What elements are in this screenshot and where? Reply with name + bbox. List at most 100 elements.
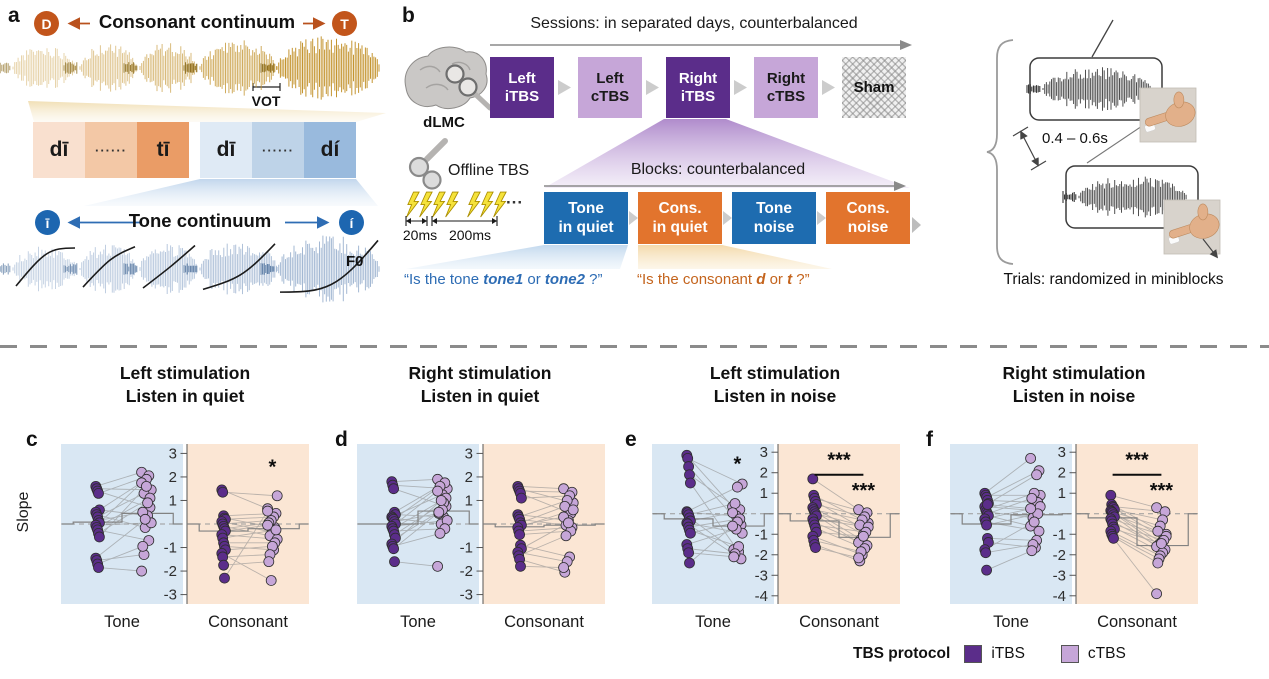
y-tick-label: -2 [1053, 547, 1066, 564]
isi-measure-arrow [1012, 126, 1047, 171]
blocks-arrow [544, 181, 906, 191]
vot-label: VOT [251, 93, 281, 109]
ctbs-dots [1025, 452, 1046, 557]
ctbs-dots [262, 490, 283, 586]
tone-waveform [0, 246, 77, 292]
session-box-label-line1: Left [596, 69, 624, 87]
y-tick-label: -1 [1053, 526, 1066, 543]
y-tick-label: 1 [760, 485, 768, 502]
question-or: or [523, 271, 545, 288]
y-tick-label: 2 [1058, 465, 1066, 482]
trial-timeline-end-arrow [1202, 238, 1219, 259]
f0-contour [279, 239, 379, 293]
consonant-waveform [260, 36, 380, 100]
panel-a-label: a [8, 4, 20, 27]
plot-title-line2: Listen in noise [1012, 386, 1136, 406]
lightning-bolt-icon [493, 191, 507, 218]
plot-title-line1: Right stimulation [1002, 363, 1146, 383]
syllable-box: tī [137, 122, 189, 178]
tone-waveform [183, 243, 277, 295]
tms-coil-icon [445, 64, 493, 111]
dlmc-label: dLMC [423, 114, 465, 131]
f0-contour [142, 244, 196, 289]
tone-task-question: “Is the tone tone1 or tone2 ?” [404, 271, 602, 288]
y-tick-label: 2 [465, 469, 473, 486]
y-tick-label: 3 [465, 445, 473, 462]
plot-c-title: Left stimulation Listen in quiet [51, 362, 319, 408]
block-box-consonant-noise: Cons. noise [826, 192, 910, 244]
consonant-task-question: “Is the consonant d or t ?” [637, 271, 810, 288]
f0-contour [82, 246, 136, 288]
syllable-box: dí [304, 122, 356, 178]
session-box-label-line1: Sham [853, 78, 895, 96]
x-label-tone: Tone [695, 613, 731, 631]
legend-swatch-ctbs [1060, 645, 1079, 663]
bolt-ellipsis: ··· [506, 193, 523, 212]
question-prefix: “Is the consonant [637, 271, 757, 288]
consonant-endpoint-d-badge: D [34, 11, 59, 36]
significance-stars: *** [1125, 449, 1149, 471]
syllable-box: dī [200, 122, 252, 178]
mean-step-line [358, 510, 478, 525]
itbs-dots [386, 476, 401, 568]
session-box-label-line1: Right [766, 69, 806, 87]
question-suffix: ?” [792, 271, 810, 288]
panel-d-label: d [335, 428, 348, 451]
trials-brace [986, 39, 1014, 265]
y-tick-label: -4 [755, 588, 768, 605]
y-tick-label: 2 [169, 469, 177, 486]
offline-coil-icon [408, 138, 448, 190]
y-tick-label: 2 [760, 465, 768, 482]
syllable-box-dots: ······ [252, 122, 304, 178]
plot-e: * ******321-1-2-3-4 [652, 444, 900, 605]
lightning-bolt-icon [480, 191, 494, 218]
legend-label-ctbs: cTBS [1087, 645, 1126, 662]
session-box-label-line2: cTBS [766, 87, 806, 105]
session-box-left-ctbs: Left cTBS [578, 57, 642, 118]
blocks-to-trials-chevron [912, 217, 921, 233]
y-tick-label: -4 [1053, 588, 1066, 605]
block-label-line2: in quiet [652, 219, 708, 236]
session-box-left-itbs: Left iTBS [490, 57, 554, 118]
x-label-tone: Tone [993, 613, 1029, 631]
ctbs-dots [853, 504, 874, 567]
tbs-to-blocks-funnel [544, 119, 910, 188]
lightning-bolt-icon [432, 191, 446, 218]
mean-step-line [779, 513, 899, 538]
y-tick-label: 3 [760, 444, 768, 461]
mean-step-line [62, 512, 182, 525]
y-axis-label: Slope [15, 491, 32, 533]
pair-lines [686, 454, 743, 564]
block-box-tone-quiet: Tone in quiet [544, 192, 628, 244]
significance-star: *** [852, 480, 876, 502]
session-box-label-line1: Left [508, 69, 536, 87]
panel-a-graphics [0, 17, 386, 303]
session-box-label-line2: iTBS [680, 87, 716, 105]
block-sequence-chevrons [629, 211, 826, 225]
consonant-funnel [28, 101, 386, 122]
legend-label-itbs: iTBS [991, 645, 1025, 662]
mean-step-line [1077, 513, 1197, 547]
f0-label: F0 [346, 253, 364, 270]
session-box-right-itbs: Right iTBS [666, 57, 730, 118]
y-tick-label: -3 [164, 587, 177, 604]
plot-e-title: Left stimulation Listen in noise [641, 362, 909, 408]
plot-title-line1: Left stimulation [119, 363, 251, 383]
plot-f: ****** 3 2 1 -1 -2 -3 -4 [950, 444, 1198, 605]
consonant-waveform [183, 40, 277, 96]
sessions-title: Sessions: in separated days, counterbala… [530, 15, 858, 32]
panel-c-label: c [26, 428, 38, 451]
burst-interval-label: 200ms [448, 227, 492, 243]
significance-star: * [269, 457, 277, 479]
panel-b-label: b [402, 4, 415, 27]
ctbs-dots [432, 473, 453, 572]
panel-e-label: e [625, 428, 637, 451]
session-box-label-line1: Right [678, 69, 718, 87]
plot-d-title: Right stimulation Listen in quiet [346, 362, 614, 408]
block-label-line2: noise [847, 219, 889, 236]
block-label-line2: noise [753, 219, 795, 236]
ctbs-dots [136, 466, 157, 577]
mean-step-line [951, 513, 1071, 525]
session-box-sham: Sham [842, 57, 906, 118]
plot-title-line1: Left stimulation [709, 363, 841, 383]
